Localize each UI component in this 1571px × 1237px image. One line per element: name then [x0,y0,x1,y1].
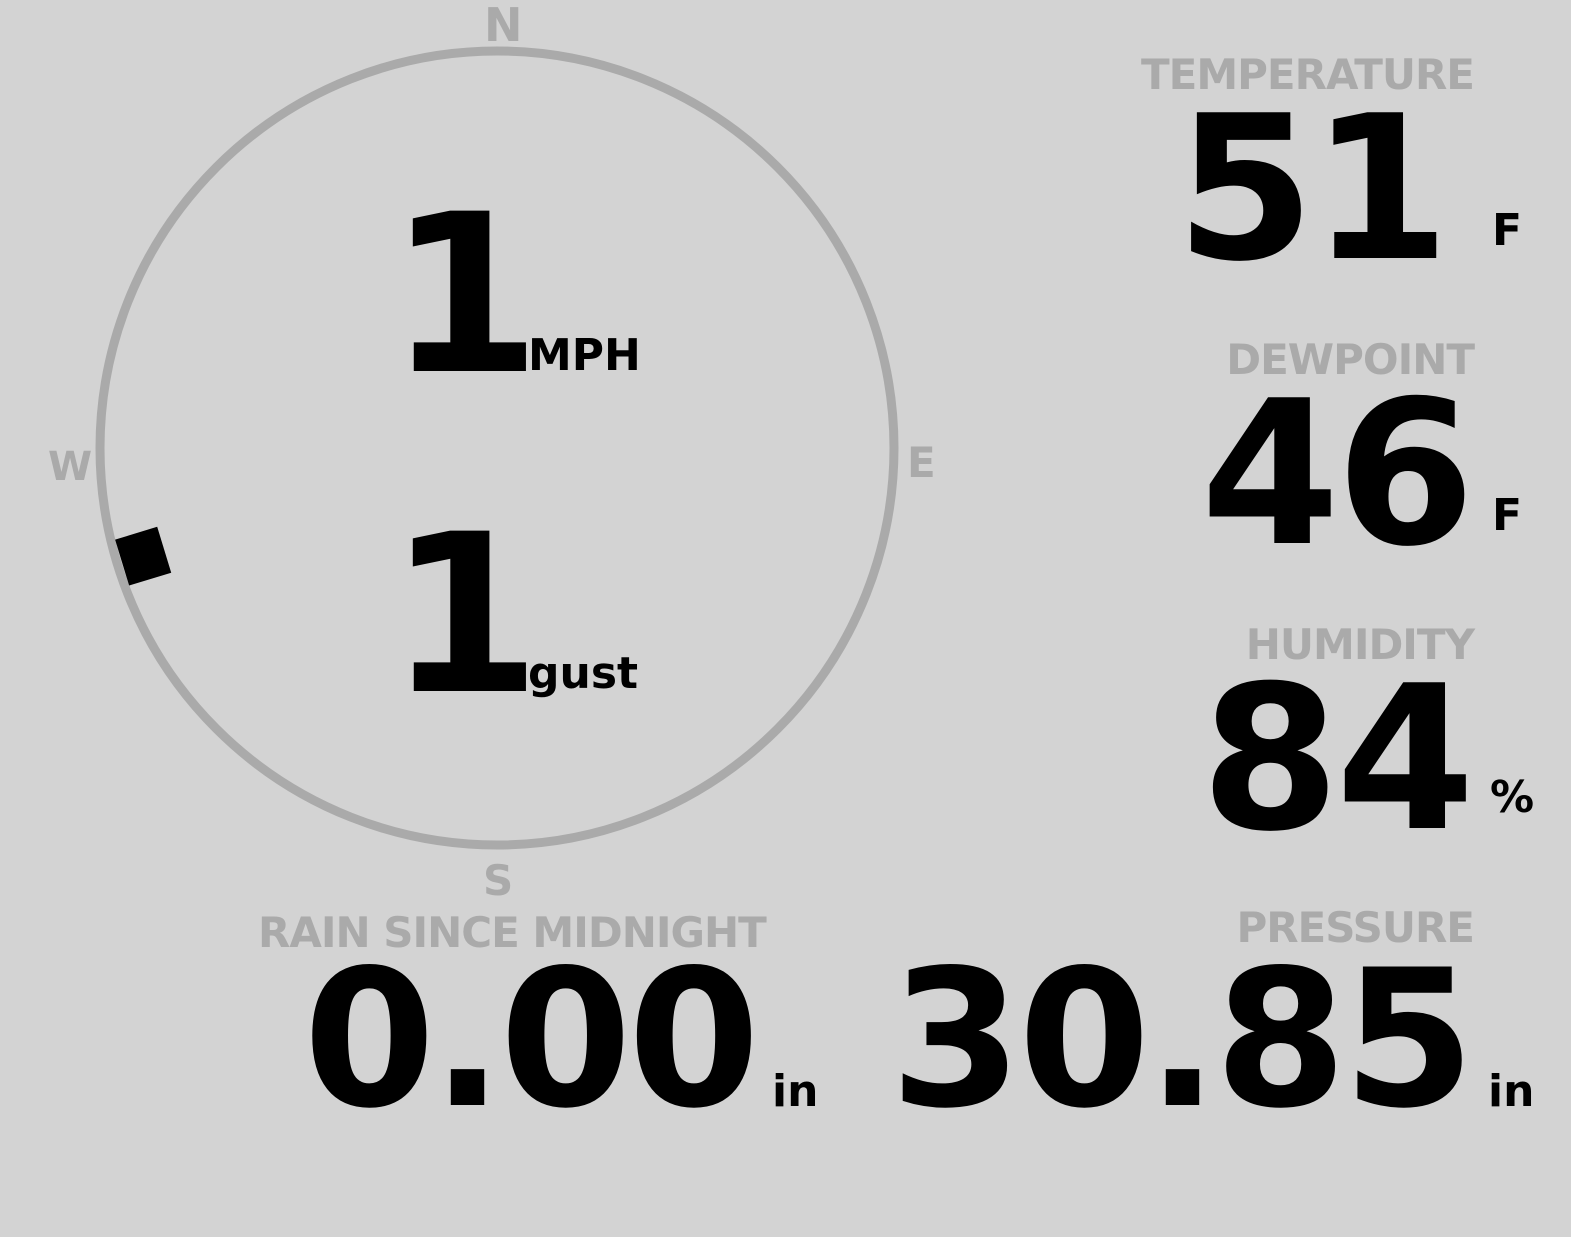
humidity-value: 84 [1200,643,1475,876]
compass-s-label: S [483,856,514,905]
pressure-label: PRESSURE [1236,903,1475,952]
dewpoint-value: 46 [1200,358,1475,591]
temperature-label: TEMPERATURE [1141,50,1475,99]
pressure-unit: in [1488,1066,1535,1117]
wind-compass [95,46,899,850]
pressure-value: 30.85 [890,929,1475,1150]
temperature-unit: F [1492,205,1523,256]
compass-ring [95,46,899,850]
wind-direction-marker [115,526,172,586]
compass-e-label: E [907,438,936,487]
rain-value: 0.00 [303,929,760,1150]
dewpoint-unit: F [1492,490,1523,541]
compass-n-label: N [484,0,523,52]
rain-unit: in [772,1066,819,1117]
rain-label: RAIN SINCE MIDNIGHT [258,908,767,957]
compass-w-label: W [48,444,93,490]
humidity-label: HUMIDITY [1245,620,1475,669]
wind-speed-value: 1 [388,167,541,423]
wind-gust-value: 1 [388,487,541,743]
wind-gust-unit: gust [528,648,639,699]
dewpoint-label: DEWPOINT [1226,335,1475,384]
wind-speed-unit: MPH [528,330,641,381]
temperature-value: 51 [1175,73,1450,306]
humidity-unit: % [1490,772,1535,823]
